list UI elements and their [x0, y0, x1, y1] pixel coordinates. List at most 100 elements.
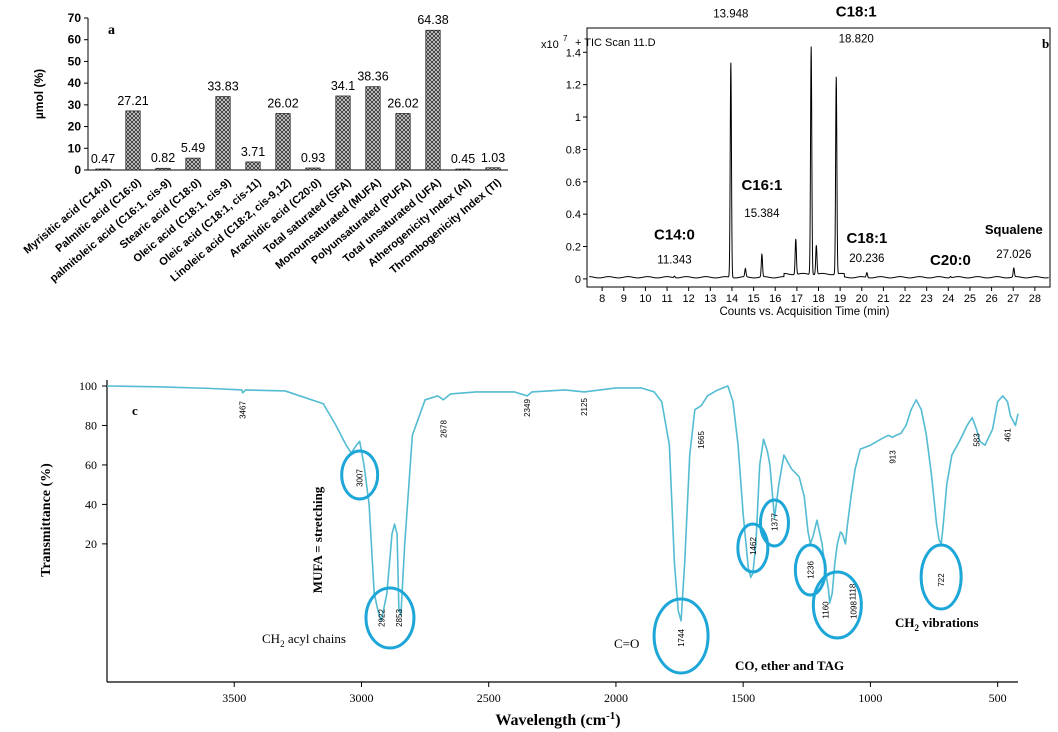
- bar: [125, 110, 141, 171]
- y-tick-label: 100: [79, 379, 97, 393]
- peak-name-label: C18:1: [836, 3, 877, 20]
- peak-wavenumber-label: 1098: [849, 601, 858, 619]
- x-tick-label: 2000: [604, 691, 628, 705]
- x-axis-title: Wavelength (cm-1): [495, 710, 620, 729]
- peak-wavenumber-label: 913: [889, 450, 898, 464]
- peak-highlight-circle: [811, 570, 863, 640]
- y-tick-label: 0.8: [566, 144, 581, 156]
- y-tick-label: 0.4: [566, 209, 581, 221]
- bar-value-label: 64.38: [417, 13, 448, 27]
- x-tick-label: 20: [856, 293, 868, 305]
- y-tick-label: 1.2: [566, 80, 581, 92]
- peak-wavenumber-label: 2922: [377, 609, 386, 627]
- bar-value-label: 34.1: [331, 79, 355, 93]
- x-tick-label: 18: [812, 293, 824, 305]
- peak-wavenumber-label: 3467: [239, 401, 248, 419]
- bar: [275, 113, 291, 171]
- peak-rt-label: 15.384: [744, 208, 780, 220]
- x-tick-label: 3000: [349, 691, 373, 705]
- y-axis-title: Transmittance (%): [39, 463, 54, 577]
- x-tick-label: 14: [726, 293, 738, 305]
- bar: [455, 168, 471, 171]
- peak-name-label: C18:1: [846, 230, 887, 247]
- scan-label: + TIC Scan 11.D: [575, 37, 656, 49]
- panel-b-chromatogram: 0 0.2 0.4 0.6 0.8 1 1.2 1.4 8 9 10 11 12 13 14 15 16 17 18…: [535, 0, 1058, 330]
- category-label: palmitoleic acid (C16:1, cis-9): [48, 176, 174, 284]
- ch2-acyl-annotation: CH2 acyl chains: [262, 631, 346, 649]
- peak-wavenumber-label: 1462: [749, 537, 758, 555]
- x-tick-label: 500: [989, 691, 1007, 705]
- bar: [215, 96, 231, 171]
- panel-letter-a: a: [108, 23, 115, 38]
- ftir-svg: 20 40 60 80 100 3500 3000 2500 2000 1500 1000 500 34…: [39, 379, 1019, 729]
- peak-rt-label: 20.236: [849, 253, 884, 265]
- peak-rt-label: 27.026: [996, 249, 1031, 261]
- chromatogram-trace: [589, 46, 1049, 279]
- peak-wavenumber-label: 1160: [822, 601, 831, 619]
- x-tick-label: 2500: [477, 691, 501, 705]
- y-tick-label: 0: [74, 163, 81, 177]
- bar-value-label: 0.82: [151, 151, 175, 165]
- x-tick-label: 12: [683, 293, 695, 305]
- bar-value-label: 38.36: [357, 70, 388, 84]
- peak-wavenumber-label: 2853: [395, 609, 404, 627]
- bar-value-label: 26.02: [387, 96, 418, 110]
- plot-frame: [586, 27, 1051, 288]
- ftir-plot-area: 20 40 60 80 100 3500 3000 2500 2000 1500 1000 500 34…: [79, 379, 1019, 705]
- y-tick-label: 50: [68, 54, 82, 68]
- co-ether-tag-annotation: CO, ether and TAG: [735, 658, 844, 673]
- x-tick-label: 23: [921, 293, 933, 305]
- peak-wavenumber-label: 1377: [770, 513, 779, 531]
- bar-value-label: 33.83: [207, 80, 238, 94]
- peak-wavenumber-label: 2678: [439, 420, 448, 438]
- x-tick-label: 25: [964, 293, 976, 305]
- peak-name-label: C16:1: [741, 177, 782, 194]
- peak-rt-label: 13.948: [713, 9, 748, 21]
- peak-wavenumber-label: 3007: [356, 469, 365, 487]
- y-axis-title: µmol (%): [32, 69, 46, 119]
- mufa-annotation: MUFA = stretching: [310, 486, 325, 593]
- bar-value-label: 0.93: [301, 151, 325, 165]
- y-tick-label: 10: [68, 141, 82, 155]
- chromatogram-plot-area: 0 0.2 0.4 0.6 0.8 1 1.2 1.4 8 9 10 11 12 13 14 15 16 17 18…: [566, 3, 1051, 318]
- y-tick-label: 40: [68, 76, 82, 90]
- ftir-spectrum-line: [106, 385, 1019, 622]
- bar-value-label: 0.47: [91, 152, 115, 166]
- peak-highlight-circle: [758, 498, 790, 548]
- x-tick-label: 13: [704, 293, 716, 305]
- x-tick-label: 1500: [731, 691, 755, 705]
- x-tick-label: 10: [639, 293, 651, 305]
- y-tick-label: 70: [68, 11, 82, 25]
- bar: [305, 167, 321, 171]
- peak-name-label: C14:0: [654, 226, 695, 243]
- x-tick-label: 27: [1007, 293, 1019, 305]
- bar-value-label: 26.02: [267, 96, 298, 110]
- y-tick-label: 0.2: [566, 242, 581, 254]
- bar: [185, 157, 201, 171]
- x-tick-label: 28: [1029, 293, 1041, 305]
- x-tick-label: 1000: [858, 691, 882, 705]
- x-tick-label: 16: [769, 293, 781, 305]
- peak-rt-label: 18.820: [839, 33, 874, 45]
- peak-name-label: Squalene: [985, 222, 1043, 237]
- bar-value-label: 1.03: [481, 151, 505, 165]
- peak-wavenumber-label: 1665: [697, 431, 706, 449]
- peak-highlight-circle: [919, 543, 963, 611]
- y-tick-label: 60: [85, 458, 97, 472]
- peak-wavenumber-label: 722: [937, 573, 946, 587]
- x-tick-label: 24: [942, 293, 954, 305]
- x-tick-label: 17: [791, 293, 803, 305]
- bar: [95, 168, 111, 171]
- y-tick-label: 80: [85, 418, 97, 432]
- peak-highlight-circle: [340, 449, 380, 501]
- peak-rt-label: 11.343: [657, 254, 691, 266]
- y-tick-label: 60: [68, 33, 82, 47]
- panel-c-ftir-spectrum: 20 40 60 80 100 3500 3000 2500 2000 1500 1000 500 34…: [0, 330, 1058, 732]
- x-tick-label: 19: [834, 293, 846, 305]
- peak-wavenumber-label: 1744: [677, 629, 686, 647]
- y-multiplier-label: x10: [541, 39, 559, 51]
- y-tick-label: 1.4: [566, 47, 581, 59]
- x-axis-title: Counts vs. Acquisition Time (min): [719, 306, 889, 318]
